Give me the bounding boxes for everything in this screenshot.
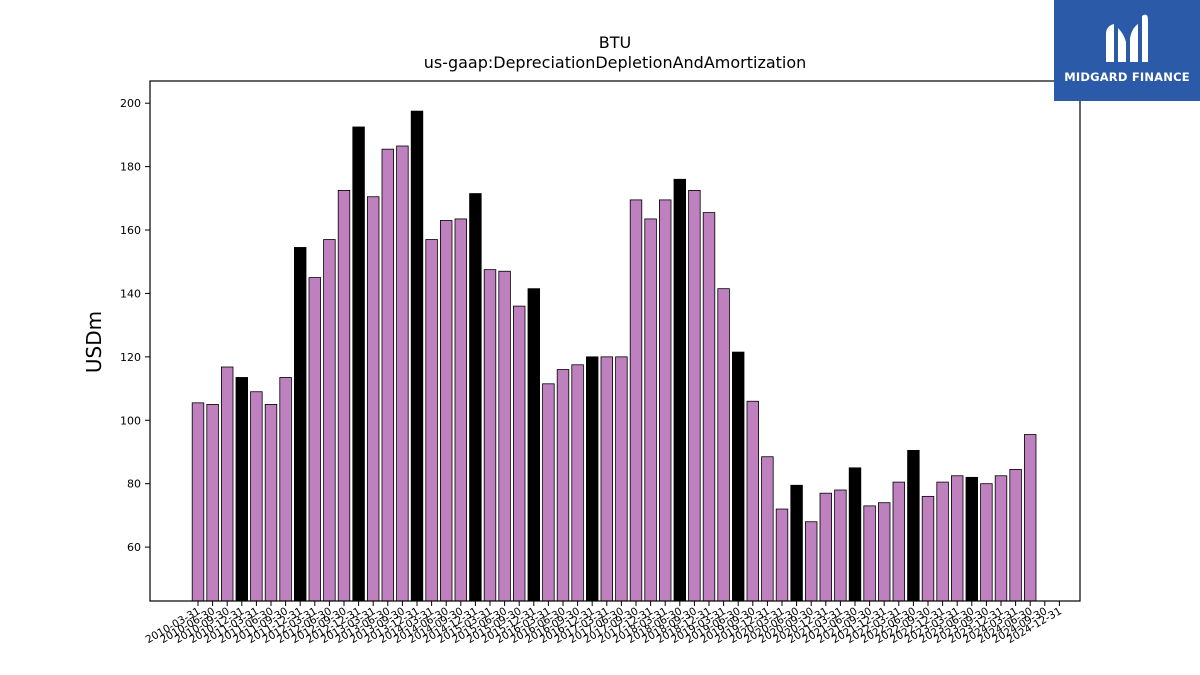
bar-2020-09-30 [805,521,818,602]
bar-2018-09-30 [688,189,701,602]
bar-2014-09-30 [454,218,468,602]
bar-2012-09-30 [337,189,351,602]
bar-2022-12-31 [936,481,949,602]
bars-group [191,110,1037,602]
y-tick-label: 60 [127,541,141,554]
y-axis: 60 80 100 120 140 160 180 200 [120,97,150,554]
bar-2021-09-30 [863,505,876,602]
bar-2010-06-30 [206,404,219,602]
bar-2022-03-31 [892,481,906,602]
chart-title: BTU [599,33,631,52]
bar-2020-03-31 [775,508,789,602]
midgard-logo-mark-icon [1106,14,1148,63]
bar-2011-09-30 [279,377,292,602]
y-tick-label: 80 [127,478,141,491]
bar-2012-03-31 [308,277,322,602]
midgard-finance-logo: MIDGARD FINANCE [1054,0,1200,101]
bar-2019-12-31 [761,456,774,602]
y-axis-label: USDm [82,311,106,373]
bar-2016-12-31 [586,356,599,602]
bar-2021-06-30 [848,467,862,602]
y-tick-label: 120 [120,351,141,364]
bar-2018-12-31 [702,212,716,602]
bar-2013-06-30 [381,148,395,602]
bar-2024-03-31 [1009,469,1022,602]
y-tick-label: 180 [120,161,141,174]
bar-2021-12-31 [878,502,891,602]
bar-2022-09-30 [921,495,935,602]
bar-2017-12-31 [644,218,657,602]
bar-2018-06-30 [673,178,687,602]
plot-frame [149,80,1081,602]
bar-2018-03-31 [659,199,672,602]
bar-2024-06-30 [1024,434,1037,602]
y-tick-label: 200 [120,97,141,110]
bar-2023-09-30 [980,483,993,602]
bar-2010-09-30 [220,366,234,602]
bar-2012-06-30 [323,239,336,602]
bar-2012-12-31 [352,126,365,602]
bar-2023-12-31 [994,475,1008,602]
bar-2013-03-31 [366,196,380,602]
bar-2017-03-31 [600,356,614,602]
bar-2023-06-30 [965,476,979,602]
bar-2016-06-30 [556,369,570,602]
bar-2010-03-31 [191,402,205,602]
bar-2013-09-30 [396,145,409,602]
bar-2014-03-31 [425,239,438,602]
bar-2022-06-30 [907,449,920,602]
bar-2013-12-31 [410,110,424,602]
bar-2011-03-31 [250,391,263,602]
bar-2015-09-30 [513,305,526,602]
bar-2023-03-31 [951,475,964,602]
bar-2011-12-31 [293,247,307,602]
bar-2015-12-31 [527,288,541,602]
bar-2021-03-31 [834,489,847,602]
bar-2015-03-31 [483,269,497,602]
bar-2019-03-31 [717,288,730,602]
bar-2020-06-30 [790,484,803,602]
bar-2011-06-30 [264,404,278,602]
bar-2017-06-30 [615,356,628,602]
chart-subtitle: us-gaap:DepreciationDepletionAndAmortiza… [424,53,807,72]
bar-2014-06-30 [439,220,453,602]
bar-2019-06-30 [732,351,745,602]
bar-2010-12-31 [235,377,249,602]
x-axis: 2010-03-312010-06-302010-09-302010-12-31… [144,601,1064,646]
y-tick-label: 140 [120,287,141,300]
bar-2017-09-30 [629,199,643,602]
bar-2016-03-31 [542,383,555,602]
bar-2019-09-30 [746,400,760,602]
logo-text: MIDGARD FINANCE [1064,70,1190,84]
bar-2020-12-31 [819,492,833,602]
y-tick-label: 100 [120,414,141,427]
bar-2015-06-30 [498,270,511,602]
bar-2016-09-30 [571,364,584,602]
y-tick-label: 160 [120,224,141,237]
bar-2014-12-31 [469,193,482,602]
